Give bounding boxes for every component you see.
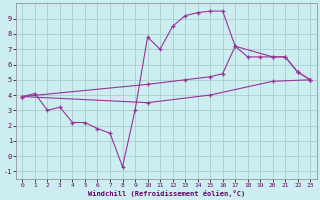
X-axis label: Windchill (Refroidissement éolien,°C): Windchill (Refroidissement éolien,°C): [88, 190, 245, 197]
